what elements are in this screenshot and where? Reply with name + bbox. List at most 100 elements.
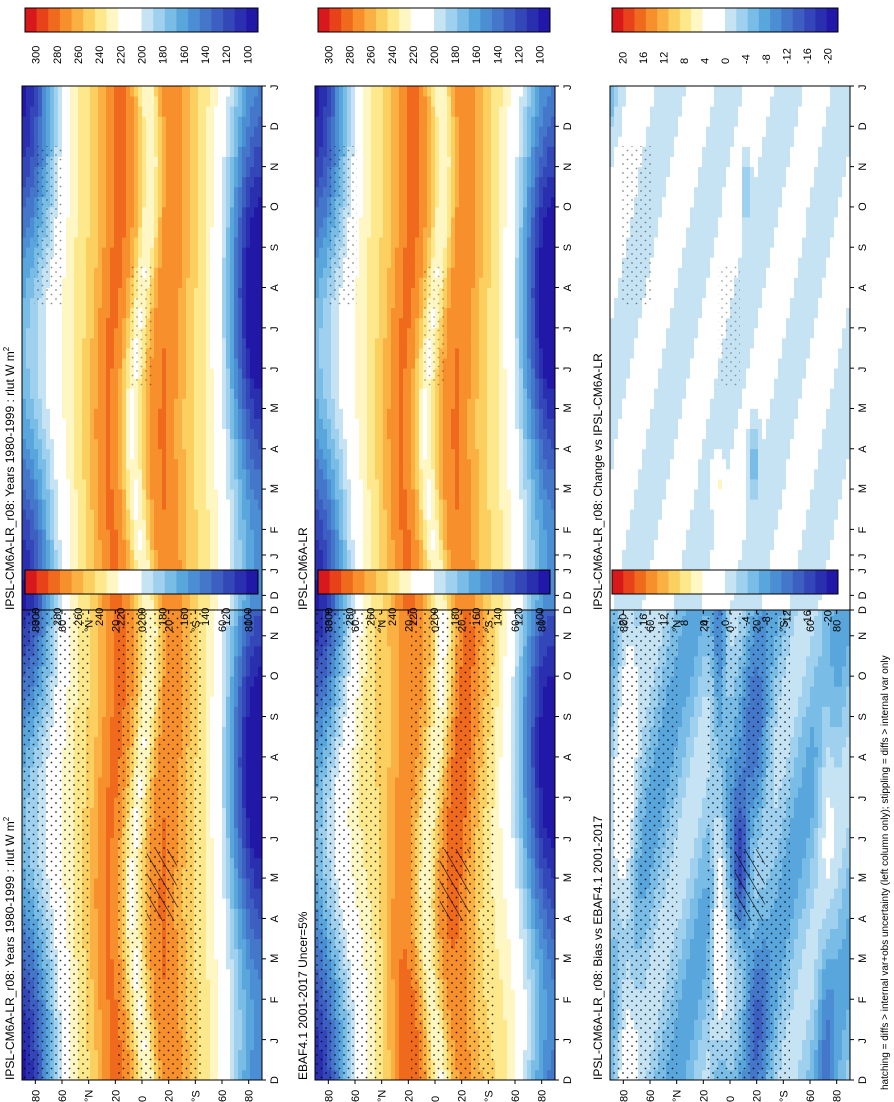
colorbar-swatch xyxy=(211,570,224,594)
colorbar-swatch xyxy=(387,8,400,32)
lat-tick-label: °S xyxy=(483,1090,495,1102)
month-tick-label: A xyxy=(269,284,281,292)
colorbar-label: 220 xyxy=(408,608,420,626)
panels-root: 80 60 °N 20 0 20 °S 60 80DJFMAMJJASONDJIPSL-CM6A… xyxy=(2,7,869,1102)
lat-tick-label: 60 xyxy=(57,620,69,632)
lat-tick-label: 60 xyxy=(645,620,657,632)
panel-4-title: IPSL-CM6A-LR_r08: Years 1980-1999 : rlut… xyxy=(2,346,17,610)
panel-2-stipple-tropics xyxy=(411,555,495,1080)
panel-2-title: EBAF4.1 2001-2017 Uncer=5% xyxy=(296,911,310,1080)
colorbar-swatch xyxy=(480,8,493,32)
colorbar-swatch xyxy=(792,8,805,32)
colorbar-label: 280 xyxy=(52,608,64,626)
month-tick-label: J xyxy=(269,367,281,373)
panel-6-stipple-b xyxy=(718,266,740,386)
lat-tick-label: 80 xyxy=(832,1090,844,1102)
colorbar-swatch xyxy=(352,570,365,594)
colorbar-swatch xyxy=(199,570,212,594)
colorbar-swatch xyxy=(645,570,658,594)
lat-tick-label: 80 xyxy=(244,620,256,632)
colorbar-swatch xyxy=(792,570,805,594)
colorbar-6: 20 16 12 8 4 0 -4 -8 -12 -16 -20 xyxy=(611,569,839,626)
colorbar-label: 240 xyxy=(94,608,106,626)
colorbar-label: 220 xyxy=(115,608,127,626)
colorbar-swatch xyxy=(410,570,423,594)
colorbar-label: 200 xyxy=(137,46,149,64)
month-tick-label: S xyxy=(269,713,281,720)
colorbar-swatch xyxy=(503,570,516,594)
colorbar-label: 180 xyxy=(158,46,170,64)
month-tick-label: A xyxy=(562,914,574,922)
month-tick-label: A xyxy=(269,914,281,922)
month-tick-label: A xyxy=(562,445,574,453)
colorbar-label: 220 xyxy=(408,46,420,64)
colorbar-frame xyxy=(24,569,259,595)
month-tick-label: M xyxy=(857,873,869,882)
colorbar-label: 16 xyxy=(638,52,650,64)
colorbar-swatch xyxy=(747,570,760,594)
colorbar-label: -16 xyxy=(802,610,814,626)
colorbar-label: 0 xyxy=(720,58,732,64)
month-tick-label: J xyxy=(857,554,869,560)
month-tick-label: M xyxy=(857,954,869,963)
colorbar-swatch xyxy=(612,8,624,32)
month-tick-label: D xyxy=(857,1076,869,1084)
colorbar-swatch xyxy=(129,8,142,32)
colorbar-label: -12 xyxy=(782,48,794,64)
month-tick-label: D xyxy=(857,591,869,599)
month-tick-label: D xyxy=(857,606,869,614)
lat-tick-label: 60 xyxy=(57,1090,69,1102)
lat-tick-label: °N xyxy=(84,620,96,632)
month-tick-label: A xyxy=(857,284,869,292)
colorbar-swatch xyxy=(434,8,446,32)
colorbar-swatch xyxy=(445,570,458,594)
month-tick-label: J xyxy=(562,836,574,842)
colorbar-label: 180 xyxy=(158,608,170,626)
colorbar-label: 0 xyxy=(720,620,732,626)
colorbar-swatch xyxy=(538,8,551,32)
lat-tick-label: 20 xyxy=(698,620,710,632)
month-tick-label: M xyxy=(269,403,281,412)
lat-tick-label: 60 xyxy=(217,1090,229,1102)
panel-3-title: IPSL-CM6A-LR_r08: Bias vs EBAF4.1 2001-2… xyxy=(591,816,605,1080)
colorbar-swatch xyxy=(246,8,259,32)
month-tick-label: D xyxy=(562,591,574,599)
colorbar-label: 300 xyxy=(31,608,43,626)
colorbar-swatch xyxy=(153,570,166,594)
lat-tick-label: 0 xyxy=(137,1096,149,1102)
colorbar-label: 300 xyxy=(31,46,43,64)
colorbar-label: 260 xyxy=(366,608,378,626)
colorbar-label: 140 xyxy=(200,608,212,626)
colorbar-swatch xyxy=(713,570,726,594)
month-tick-label: A xyxy=(857,753,869,761)
colorbar-label: 120 xyxy=(221,46,233,64)
colorbar-label: -20 xyxy=(823,48,835,64)
lat-tick-label: °S xyxy=(190,620,202,632)
lat-tick-label: 20 xyxy=(164,1090,176,1102)
colorbar-swatch xyxy=(118,8,131,32)
month-tick-label: D xyxy=(269,591,281,599)
month-tick-label: D xyxy=(269,1076,281,1084)
lat-tick-label: °N xyxy=(377,1090,389,1102)
panel-1-title: IPSL-CM6A-LR_r08: Years 1980-1999 : rlut… xyxy=(2,816,17,1080)
colorbar-swatch xyxy=(770,8,782,32)
lat-tick-label: 20 xyxy=(164,620,176,632)
panel-6-stipple-a xyxy=(622,146,652,306)
colorbar-swatch xyxy=(804,570,816,594)
colorbar-label: -20 xyxy=(823,610,835,626)
lat-tick-label: 80 xyxy=(537,1090,549,1102)
colorbar-swatch xyxy=(176,570,189,594)
colorbar-label: 120 xyxy=(221,608,233,626)
month-tick-label: M xyxy=(269,484,281,493)
month-tick-label: J xyxy=(269,85,281,91)
month-tick-label: D xyxy=(857,122,869,130)
lat-tick-label: °N xyxy=(672,1090,684,1102)
lat-tick-label: 80 xyxy=(537,620,549,632)
month-tick-label: F xyxy=(857,526,869,533)
colorbar-swatch xyxy=(211,8,224,32)
lat-tick-label: 80 xyxy=(244,1090,256,1102)
colorbar-swatch xyxy=(36,8,49,32)
month-tick-label: A xyxy=(562,753,574,761)
month-tick-label: J xyxy=(857,326,869,332)
colorbar-swatch xyxy=(329,8,342,32)
